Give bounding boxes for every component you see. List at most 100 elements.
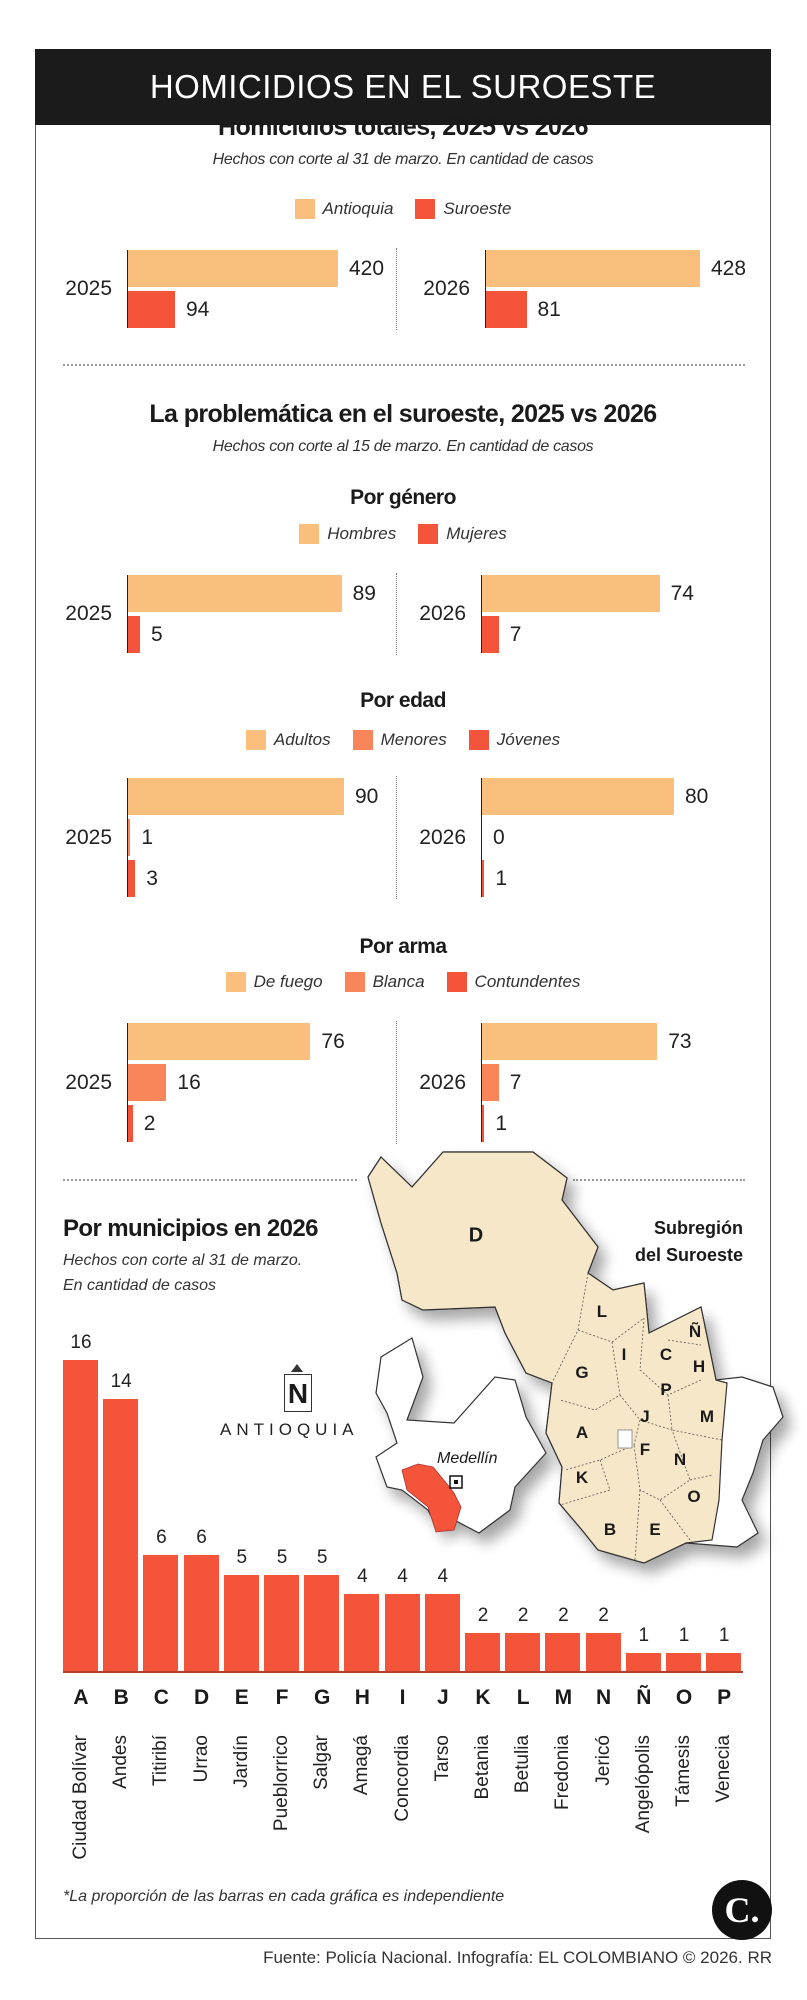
- bar-blanca: [128, 1064, 167, 1101]
- municipios-subtitle: En cantidad de casos: [63, 1277, 216, 1294]
- bar-hombres: [128, 575, 342, 612]
- genero-legend: Hombres Mujeres: [35, 524, 771, 544]
- infographic-frame: [35, 49, 771, 1939]
- legend-item: Mujeres: [418, 524, 507, 544]
- bar-axis: [481, 1023, 482, 1142]
- municipio-letter: P: [717, 1686, 732, 1709]
- bar-antioquia: [128, 250, 338, 287]
- year-label: 2025: [65, 825, 112, 849]
- municipio-name: Angelópolis: [632, 1735, 654, 1834]
- municipio-bar: [103, 1399, 139, 1672]
- legend-label: Antioquia: [322, 199, 394, 218]
- municipio-bar: [666, 1652, 701, 1672]
- map-municipio-label: E: [649, 1520, 661, 1539]
- antioquia-label: ANTIOQUIA: [220, 1420, 359, 1439]
- value-label: 7: [509, 1070, 522, 1094]
- map-municipio-label: Ñ: [688, 1322, 702, 1341]
- bar-adultos: [128, 778, 344, 815]
- municipio-name: Jericó: [592, 1735, 614, 1786]
- divider: [573, 1179, 745, 1181]
- value-label: 2: [143, 1111, 156, 1135]
- legend-item: De fuego: [225, 972, 323, 992]
- map-municipio-label: F: [639, 1440, 651, 1459]
- logo-text: C.: [724, 1890, 760, 1930]
- municipio-name: Urrao: [190, 1735, 212, 1783]
- map-municipio-label: D: [468, 1224, 484, 1247]
- edad-legend: Adultos Menores Jóvenes: [35, 730, 771, 750]
- value-label: 89: [352, 581, 376, 605]
- total-subtitle: Hechos con corte al 31 de marzo. En cant…: [212, 151, 594, 168]
- value-label: 1: [678, 1624, 690, 1646]
- municipio-letter: M: [554, 1686, 573, 1709]
- municipios-subtitle: Hechos con corte al 31 de marzo.: [63, 1252, 303, 1269]
- bar-antioquia: [486, 250, 700, 287]
- legend-label: Mujeres: [446, 524, 507, 543]
- municipio-bar: [706, 1652, 742, 1672]
- bar-jóvenes: [482, 860, 485, 897]
- map-municipio-label: O: [687, 1487, 701, 1506]
- map-municipio-label: C: [659, 1345, 673, 1364]
- bar-axis: [485, 250, 486, 328]
- bar-axis: [127, 575, 128, 653]
- value-label: 3: [146, 866, 158, 890]
- column-divider: [396, 1021, 397, 1144]
- municipio-letter: J: [436, 1686, 449, 1709]
- municipio-name: Tarso: [431, 1735, 453, 1782]
- bar-de-fuego: [128, 1023, 311, 1060]
- value-label: 4: [397, 1566, 408, 1587]
- value-label: 7: [509, 622, 522, 646]
- map-municipio-label: P: [660, 1380, 672, 1399]
- municipio-letter: G: [314, 1686, 331, 1709]
- bar-de-fuego: [482, 1023, 658, 1060]
- bar-mujeres: [128, 616, 140, 653]
- legend-item: Hombres: [299, 524, 396, 544]
- genero-title: Por género: [350, 486, 456, 509]
- legend-swatch: [299, 524, 320, 544]
- municipio-letter: F: [275, 1686, 289, 1709]
- value-label: 4: [437, 1566, 449, 1587]
- municipio-letter: H: [354, 1686, 370, 1709]
- value-label: 16: [177, 1070, 201, 1094]
- municipio-bar: [625, 1652, 661, 1672]
- municipio-letter: I: [399, 1686, 406, 1709]
- bar-axis: [481, 778, 482, 897]
- legend-item: Adultos: [245, 730, 331, 750]
- region-title-line: del Suroeste: [634, 1245, 743, 1265]
- problem-title: La problemática en el suroeste, 2025 vs …: [149, 400, 657, 428]
- bar-jóvenes: [128, 860, 136, 897]
- map-municipio-label: B: [603, 1520, 617, 1539]
- bar-mujeres: [482, 616, 499, 653]
- year-label: 2026: [419, 825, 466, 849]
- year-label: 2025: [65, 277, 112, 300]
- municipio-bar: [505, 1633, 541, 1672]
- municipio-letter: Ñ: [636, 1686, 652, 1709]
- map-municipio-label: H: [692, 1357, 706, 1376]
- municipio-letter: E: [234, 1686, 249, 1709]
- municipio-letter: A: [73, 1686, 89, 1709]
- antioquia-map-outline: [375, 1337, 547, 1534]
- footnote: *La proporción de las barras en cada grá…: [63, 1888, 505, 1905]
- edad-title: Por edad: [360, 689, 446, 712]
- source-credit: Fuente: Policía Nacional. Infografía: EL…: [263, 1948, 772, 1967]
- municipio-bar: [223, 1574, 259, 1672]
- region-title-line: Subregión: [654, 1218, 743, 1238]
- value-label: 6: [196, 1527, 207, 1548]
- value-label: 0: [493, 825, 505, 849]
- legend-swatch: [344, 972, 365, 992]
- lake-cutout: [617, 1429, 633, 1449]
- legend-label: Blanca: [372, 972, 425, 991]
- column-divider: [396, 573, 397, 655]
- municipio-bar: [183, 1555, 219, 1672]
- bar-axis: [127, 778, 128, 897]
- value-label: 420: [349, 256, 385, 280]
- north-arrow-triangle-icon: [291, 1364, 303, 1372]
- north-label: N: [287, 1378, 309, 1409]
- north-arrow-icon: N: [284, 1374, 312, 1412]
- municipio-letter: N: [596, 1686, 612, 1709]
- legend-item: Antioquia: [294, 199, 394, 219]
- chart-baseline: [63, 1671, 743, 1673]
- value-label: 80: [685, 784, 709, 808]
- value-label: 2: [517, 1605, 529, 1626]
- divider: [63, 1179, 357, 1181]
- year-label: 2026: [419, 1070, 466, 1094]
